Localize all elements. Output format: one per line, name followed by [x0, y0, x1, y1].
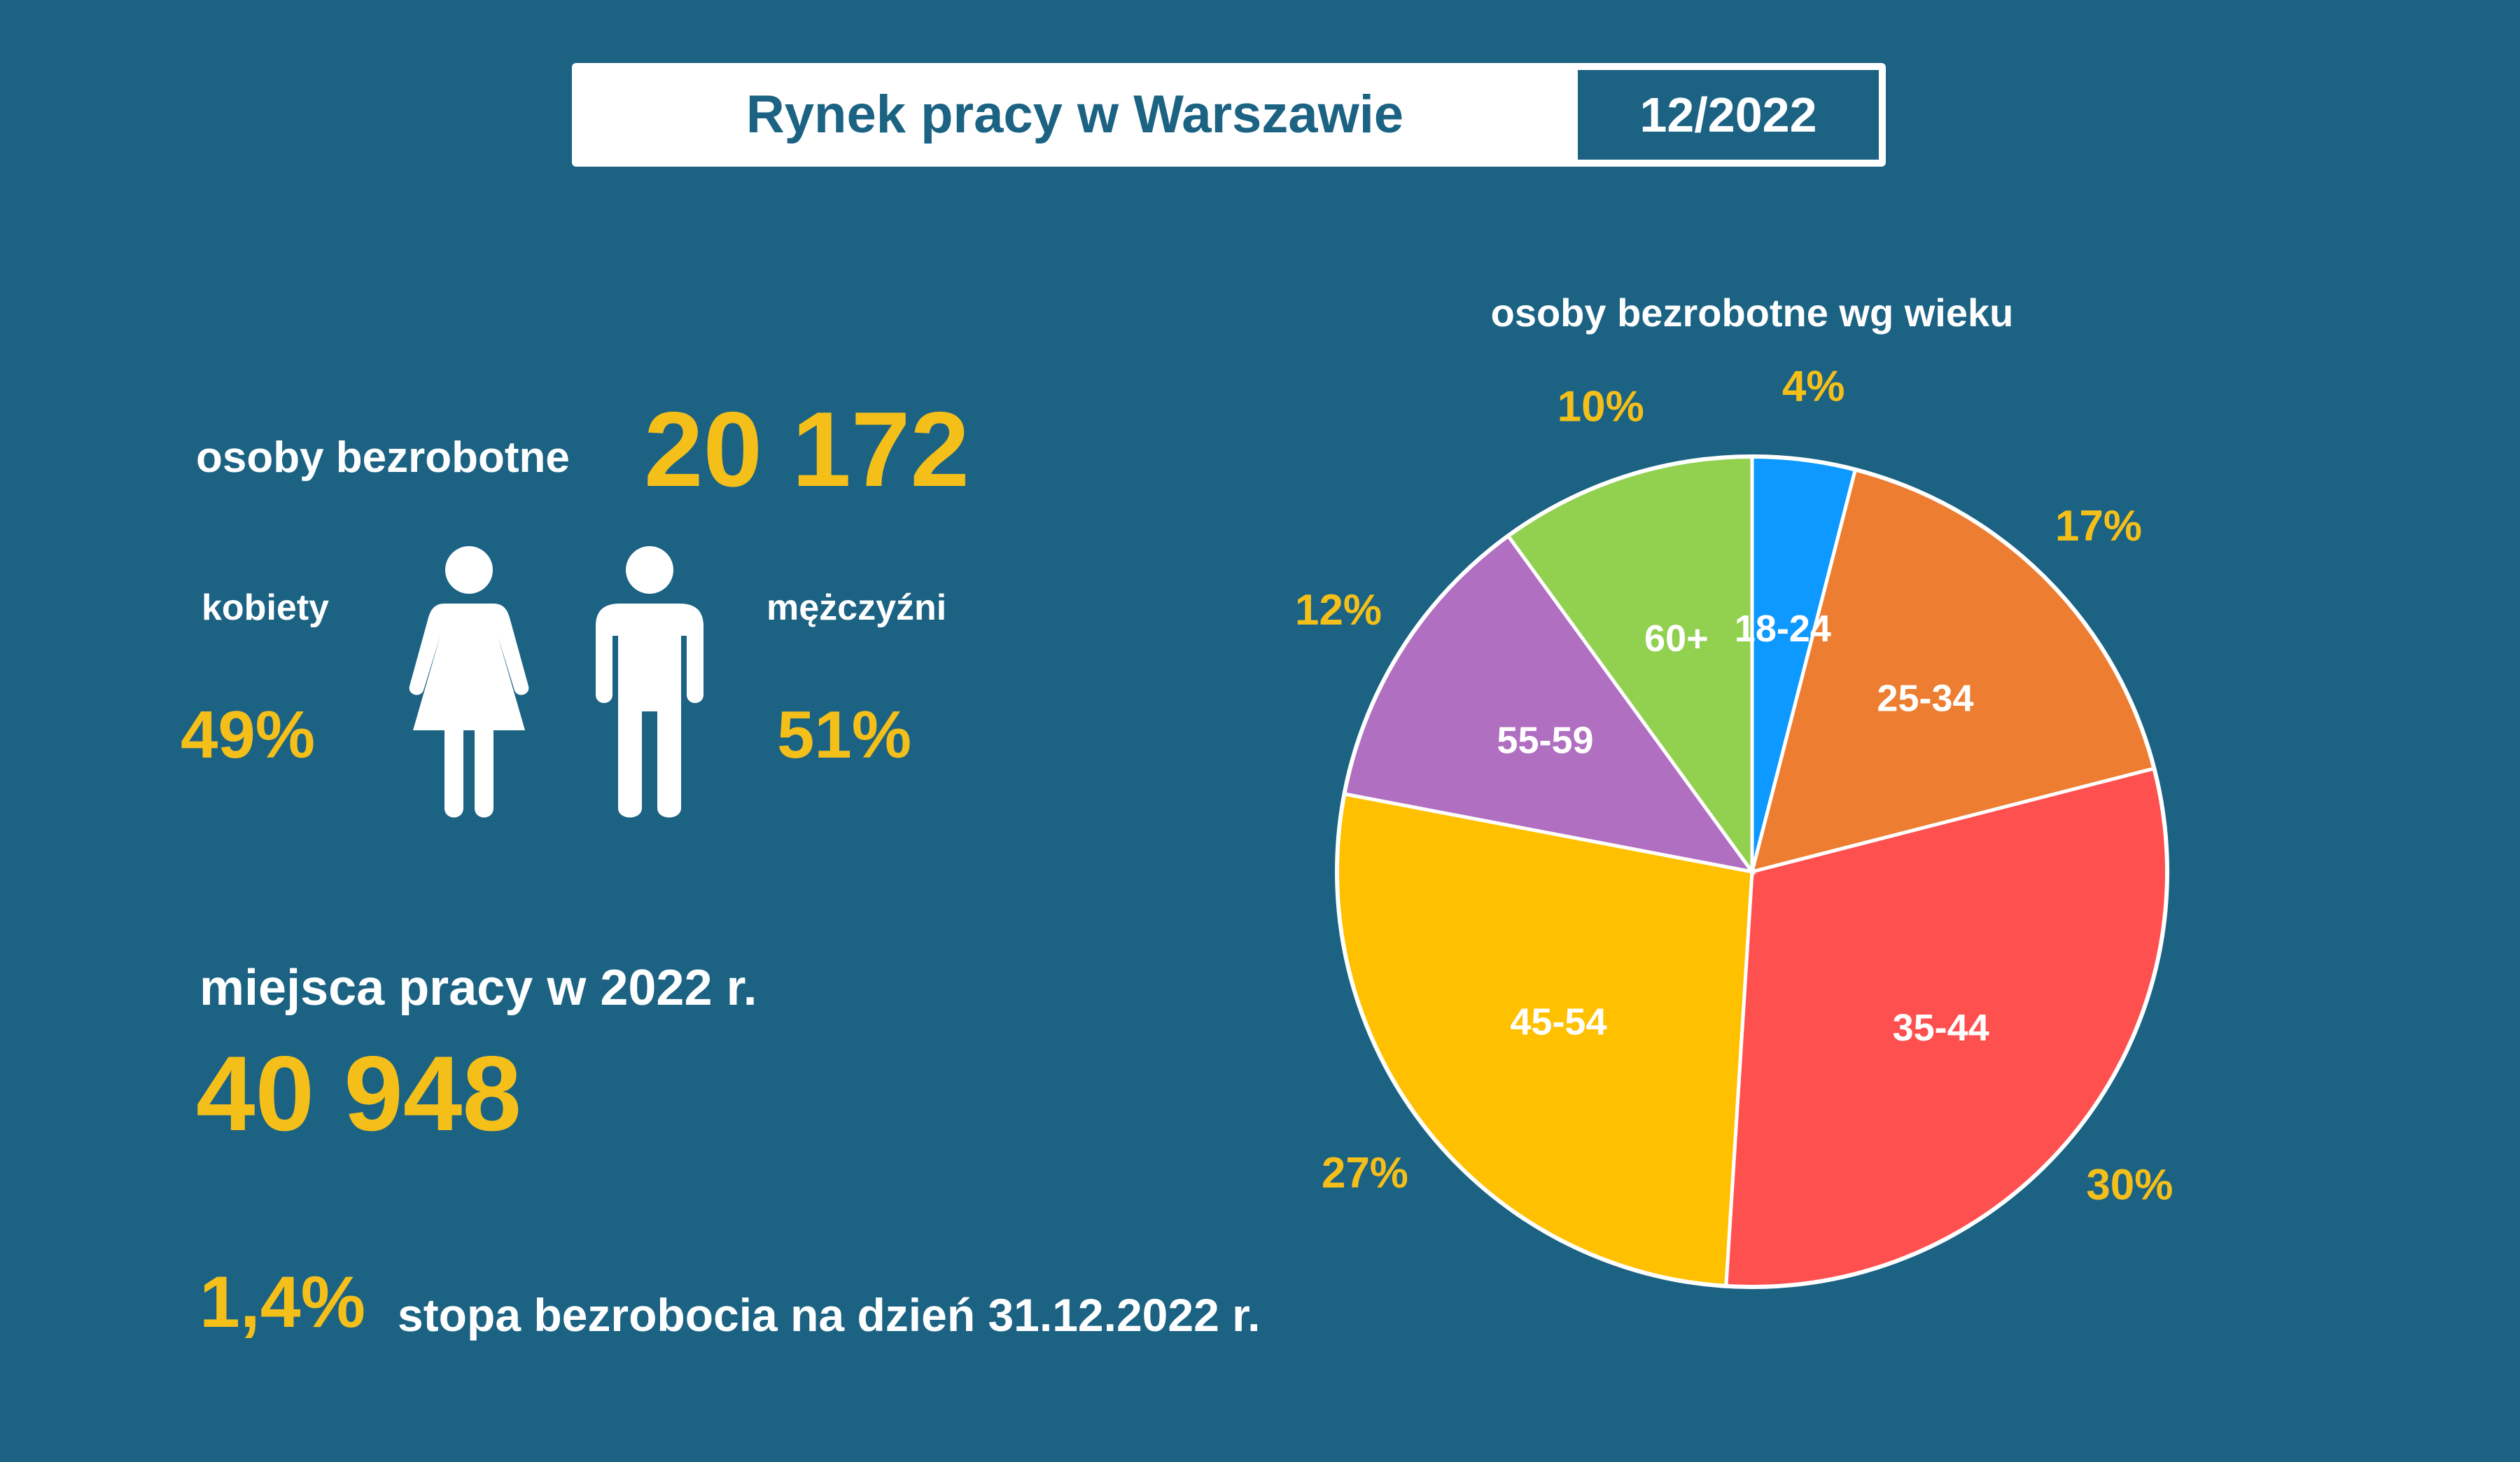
unemployed-value: 20 172 — [644, 390, 969, 509]
jobs-value: 40 948 — [196, 1034, 522, 1153]
pie-outline — [1335, 454, 2169, 1289]
unemployed-label: osoby bezrobotne — [196, 433, 570, 482]
jobs-label: miejsca pracy w 2022 r. — [200, 960, 757, 1016]
page-title: Rynek pracy w Warszawie — [746, 85, 1404, 144]
slice-category-label: 55-59 — [1497, 719, 1593, 761]
slice-category-label: 18-24 — [1735, 608, 1831, 650]
men-percent: 51% — [777, 697, 912, 772]
slice-percent-label: 4% — [1782, 363, 1845, 411]
men-label: mężczyźni — [766, 587, 947, 628]
slice-percent-label: 30% — [2086, 1161, 2173, 1209]
slice-percent-label: 12% — [1295, 586, 1382, 634]
slice-percent-label: 27% — [1322, 1149, 1408, 1197]
slice-percent-label: 17% — [2055, 502, 2142, 550]
header-bar: Rynek pracy w Warszawie 12/2022 — [572, 63, 1886, 167]
woman-icon — [409, 546, 529, 818]
rate-label: stopa bezrobocia na dzień 31.12.2022 r. — [398, 1289, 1261, 1341]
man-icon — [596, 546, 704, 818]
women-percent: 49% — [181, 697, 316, 772]
date-badge: 12/2022 — [1578, 70, 1879, 160]
women-label: kobiety — [202, 587, 330, 628]
slice-category-label: 35-44 — [1893, 1007, 1989, 1049]
slice-category-label: 60+ — [1644, 618, 1709, 660]
chart-title: osoby bezrobotne wg wieku — [1491, 291, 2014, 335]
slice-percent-label: 10% — [1558, 382, 1644, 431]
slice-category-label: 25-34 — [1877, 678, 1973, 720]
rate-value: 1,4% — [200, 1262, 366, 1343]
slice-category-label: 45-54 — [1510, 1001, 1606, 1043]
